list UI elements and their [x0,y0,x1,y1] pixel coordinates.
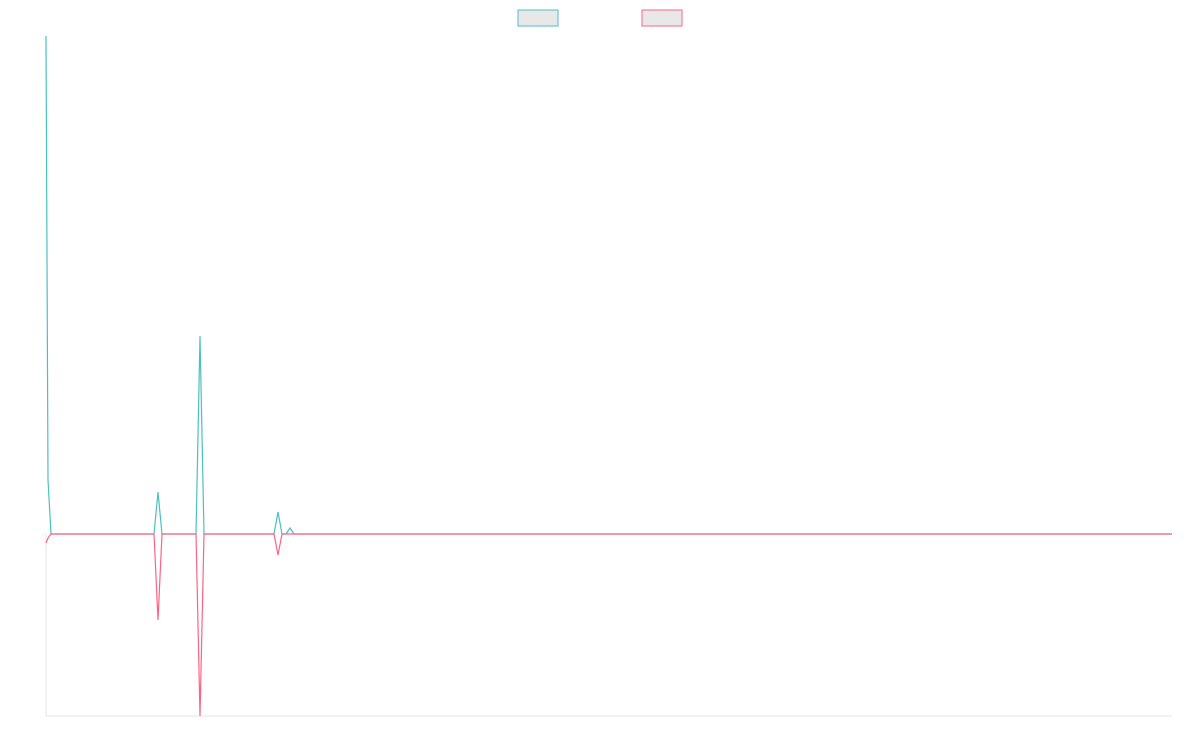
legend-swatch[interactable] [517,9,559,27]
legend-swatch[interactable] [641,9,683,27]
series-line [45,35,1172,535]
series-line [45,533,1172,717]
